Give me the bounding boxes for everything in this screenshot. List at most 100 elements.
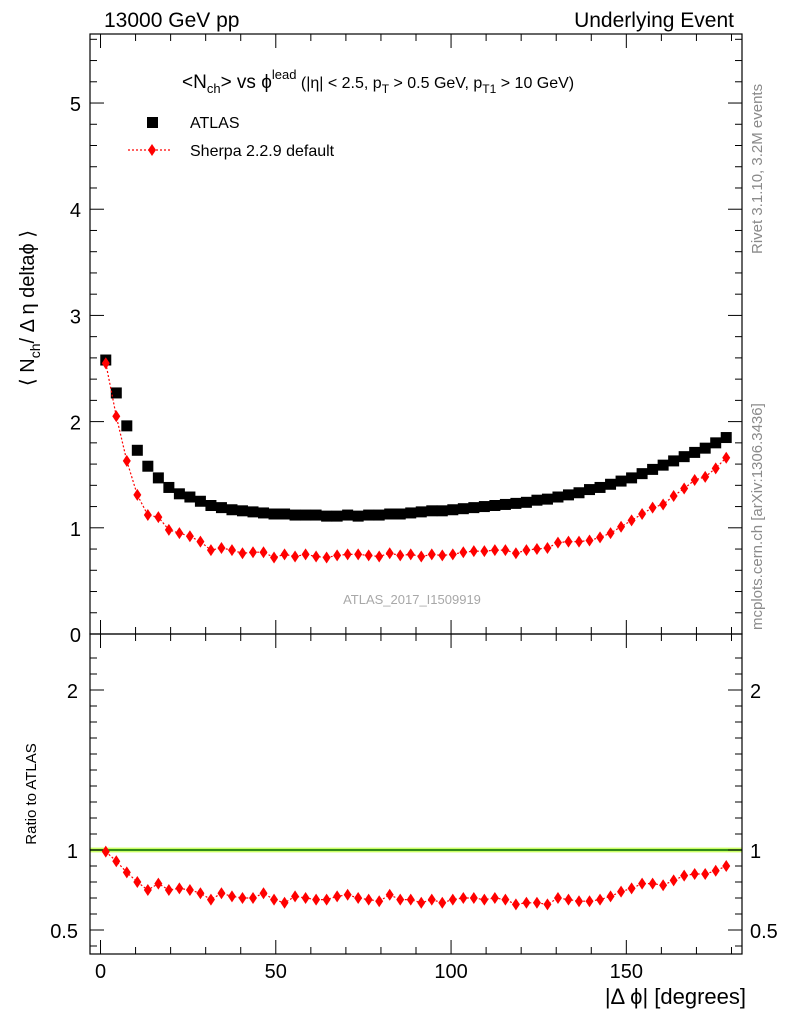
atlas-point: [363, 509, 375, 521]
atlas-point: [699, 442, 711, 454]
ratio-y-tick-label: 1: [750, 841, 761, 863]
atlas-point: [268, 508, 280, 520]
atlas-point: [447, 504, 459, 516]
sherpa-point: [711, 462, 720, 475]
sherpa-point: [259, 546, 268, 559]
atlas-point: [647, 463, 659, 475]
ratio-sherpa-point: [575, 895, 583, 908]
sherpa-point: [217, 541, 226, 554]
atlas-point: [426, 505, 438, 517]
sherpa-point: [596, 531, 605, 544]
ratio-sherpa-point: [638, 877, 647, 890]
sherpa-point: [154, 511, 163, 524]
atlas-point: [247, 506, 259, 518]
atlas-point: [173, 488, 185, 500]
plot-title: <Nch> vs ϕlead (|η| < 2.5, pT > 0.5 GeV,…: [182, 67, 574, 96]
ratio-y-axis-label: Ratio to ATLAS: [23, 743, 40, 844]
atlas-point: [678, 451, 690, 463]
ratio-sherpa-point: [385, 888, 394, 901]
sherpa-point: [627, 514, 636, 527]
ratio-sherpa-point: [438, 896, 447, 909]
sherpa-point: [553, 536, 562, 549]
ratio-sherpa-point: [659, 879, 668, 892]
y-tick-label: 4: [70, 200, 81, 222]
sherpa-point: [312, 550, 321, 563]
atlas-point: [689, 446, 701, 458]
atlas-point: [215, 502, 227, 514]
sherpa-point: [175, 527, 184, 540]
atlas-point: [657, 459, 669, 471]
atlas-point: [594, 481, 606, 493]
legend-atlas-marker: [147, 117, 158, 128]
ratio-y-tick-label: 2: [750, 681, 761, 703]
ratio-sherpa-point: [196, 887, 205, 900]
sherpa-point: [680, 482, 689, 495]
main-panel-data: [100, 354, 732, 564]
ratio-sherpa-point: [501, 893, 510, 906]
sherpa-point: [701, 470, 710, 483]
ratio-sherpa-point: [606, 890, 615, 903]
ratio-sherpa-point: [185, 884, 194, 896]
analysis-watermark: ATLAS_2017_I1509919: [343, 592, 481, 607]
atlas-point: [636, 468, 648, 480]
ratio-panel-frame: [89, 633, 743, 955]
sherpa-point: [522, 544, 531, 557]
sherpa-point: [143, 509, 152, 522]
atlas-point: [300, 509, 312, 521]
atlas-point: [720, 432, 732, 444]
ratio-sherpa-point: [343, 888, 352, 901]
main-panel-frame: [89, 33, 743, 635]
x-axis-label: |Δ ϕ| [degrees]: [604, 984, 746, 1009]
sherpa-point: [196, 535, 205, 548]
y-tick-label: 3: [70, 306, 81, 328]
atlas-point: [226, 504, 238, 516]
ratio-sherpa-point: [154, 877, 163, 890]
atlas-point: [605, 478, 617, 490]
atlas-point: [394, 508, 406, 520]
atlas-point: [321, 510, 333, 522]
ratio-sherpa-point: [175, 882, 184, 895]
ratio-sherpa-point: [322, 893, 331, 906]
ratio-sherpa-point: [627, 882, 636, 895]
ratio-panel: 0.5 0.5 1 1 2 2 0 50 100 150 Ratio to ATLAS: [23, 633, 778, 983]
sherpa-point: [406, 548, 415, 561]
header-collision-label: 13000 GeV pp: [104, 9, 240, 32]
atlas-point: [384, 508, 396, 520]
sherpa-point: [270, 551, 279, 564]
ratio-y-tick-label: 0.5: [750, 921, 778, 943]
sherpa-point: [396, 549, 405, 562]
atlas-point: [184, 491, 196, 503]
atlas-point: [626, 472, 638, 484]
atlas-point: [342, 509, 354, 521]
ratio-sherpa-point: [312, 893, 321, 906]
ratio-sherpa-point: [238, 892, 247, 904]
sherpa-point: [417, 550, 426, 563]
sherpa-point: [133, 488, 142, 501]
ratio-sherpa-point: [259, 887, 268, 900]
ratio-sherpa-point: [680, 869, 689, 882]
ratio-sherpa-point: [669, 874, 678, 887]
ratio-sherpa-point: [722, 860, 731, 872]
atlas-point: [668, 455, 680, 467]
atlas-point: [573, 487, 585, 499]
atlas-point: [236, 505, 248, 517]
atlas-point: [499, 498, 511, 510]
sherpa-point: [480, 545, 489, 558]
ratio-sherpa-point: [364, 893, 373, 906]
y-tick-label: 2: [70, 413, 81, 435]
x-tick-label: 100: [434, 961, 467, 983]
atlas-point: [552, 491, 564, 503]
sherpa-point: [448, 548, 457, 561]
legend-sherpa-label: Sherpa 2.2.9 default: [190, 143, 335, 160]
ratio-sherpa-point: [406, 893, 415, 906]
atlas-point: [205, 500, 217, 512]
x-tick-label: 150: [610, 961, 643, 983]
sherpa-point: [364, 549, 373, 562]
ratio-sherpa-point: [427, 893, 436, 906]
sherpa-point: [511, 547, 520, 560]
atlas-point: [510, 497, 522, 509]
atlas-point: [194, 495, 206, 507]
atlas-point: [615, 475, 627, 487]
ratio-sherpa-point: [249, 892, 257, 904]
atlas-point: [373, 509, 385, 521]
